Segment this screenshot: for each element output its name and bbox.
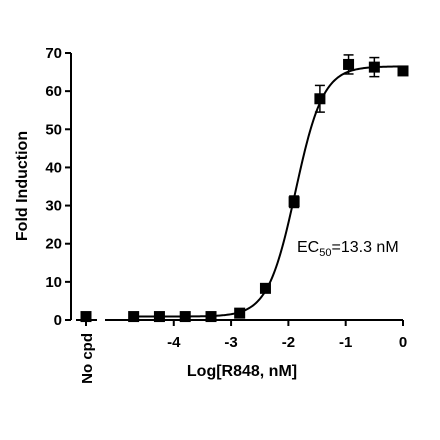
data-point bbox=[314, 93, 326, 105]
x-tick-label: -1 bbox=[339, 334, 352, 351]
data-point bbox=[128, 311, 140, 323]
x-axis-title: Log[R848, nM] bbox=[187, 363, 297, 380]
data-point bbox=[397, 65, 409, 77]
x-tick-label: 0 bbox=[399, 334, 407, 351]
control-tick-label: No cpd bbox=[79, 333, 96, 384]
fit-curve bbox=[130, 65, 403, 318]
data-point bbox=[288, 196, 300, 208]
y-axis-title: Fold Induction bbox=[14, 131, 31, 241]
data-point bbox=[179, 311, 191, 323]
y-tick-label: 30 bbox=[45, 198, 62, 215]
ec50-annotation: EC50=13.3 nM bbox=[297, 239, 399, 259]
y-tick-label: 50 bbox=[45, 121, 62, 138]
data-point bbox=[234, 307, 246, 319]
y-tick-label: 60 bbox=[45, 83, 62, 100]
y-tick-label: 0 bbox=[54, 312, 62, 329]
control-data-point bbox=[80, 311, 92, 323]
data-point bbox=[205, 311, 217, 323]
data-point bbox=[343, 58, 355, 70]
x-tick-label: -3 bbox=[224, 334, 237, 351]
y-tick-label: 70 bbox=[45, 45, 62, 62]
data-point bbox=[153, 311, 165, 323]
data-point bbox=[368, 61, 380, 73]
y-tick-label: 10 bbox=[45, 274, 62, 291]
data-point bbox=[259, 282, 271, 294]
x-tick-label: -2 bbox=[282, 334, 295, 351]
y-tick-label: 40 bbox=[45, 159, 62, 176]
y-tick-label: 20 bbox=[45, 236, 62, 253]
x-tick-label: -4 bbox=[167, 334, 181, 351]
plot-area: 0 10 20 30 40 50 60 70 -4 -3 -2 -1 0 bbox=[45, 45, 409, 351]
